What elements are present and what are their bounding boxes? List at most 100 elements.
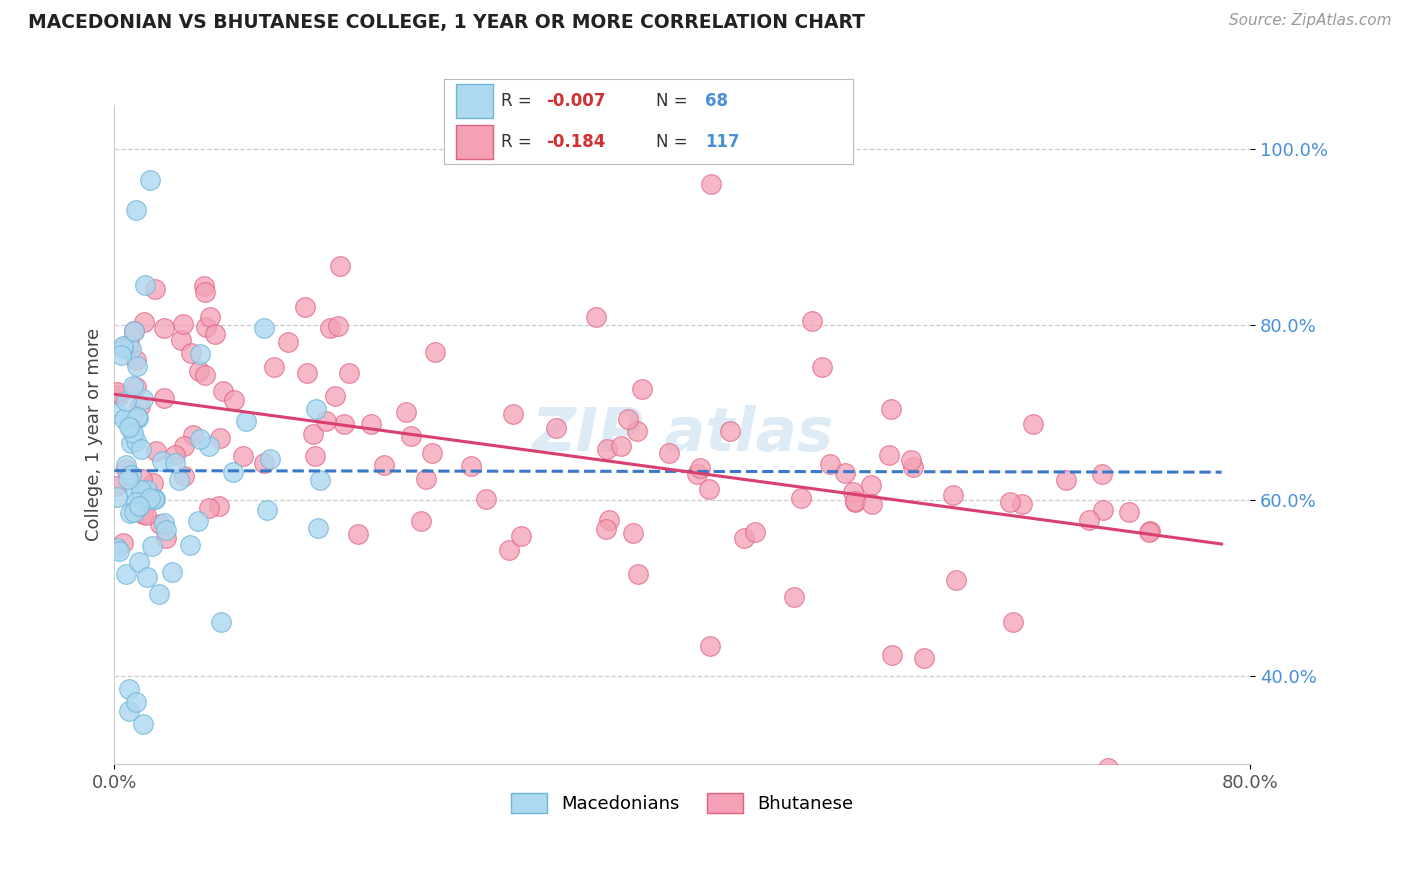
- Legend: Macedonians, Bhutanese: Macedonians, Bhutanese: [503, 785, 860, 821]
- Point: [880, 402, 903, 417]
- Point: [120, 467, 142, 482]
- Point: [125, 379, 148, 393]
- Point: [595, 522, 617, 536]
- Point: [1097, 761, 1119, 775]
- Point: [118, 419, 141, 434]
- Point: [115, 458, 138, 472]
- Point: [111, 342, 134, 356]
- Point: [315, 414, 337, 428]
- Point: [337, 366, 360, 380]
- Point: [181, 428, 204, 442]
- Point: [125, 695, 148, 709]
- Point: [699, 639, 721, 653]
- Point: [122, 324, 145, 338]
- Point: [699, 482, 721, 496]
- Point: [912, 651, 935, 665]
- Point: [194, 285, 217, 299]
- Point: [128, 555, 150, 569]
- Point: [800, 314, 823, 328]
- Point: [117, 472, 139, 486]
- Point: [820, 457, 842, 471]
- Point: [105, 491, 128, 505]
- Point: [309, 473, 332, 487]
- Point: [142, 475, 165, 490]
- Point: [132, 507, 155, 521]
- Point: [117, 682, 139, 697]
- Point: [212, 384, 235, 399]
- Point: [200, 310, 222, 324]
- Point: [165, 448, 187, 462]
- Point: [783, 590, 806, 604]
- Point: [136, 483, 159, 497]
- Point: [153, 391, 176, 405]
- Point: [877, 449, 900, 463]
- Point: [502, 408, 524, 422]
- Point: [323, 389, 346, 403]
- Point: [143, 282, 166, 296]
- Y-axis label: College, 1 year or more: College, 1 year or more: [86, 327, 103, 541]
- Point: [256, 502, 278, 516]
- Point: [127, 411, 149, 425]
- Point: [409, 514, 432, 528]
- Point: [326, 318, 349, 333]
- Point: [616, 411, 638, 425]
- Point: [297, 366, 319, 380]
- Point: [141, 539, 163, 553]
- Point: [1011, 497, 1033, 511]
- Point: [115, 462, 138, 476]
- Point: [125, 434, 148, 449]
- Point: [111, 339, 134, 353]
- Point: [686, 467, 709, 481]
- Point: [598, 513, 620, 527]
- Point: [111, 536, 134, 550]
- Point: [259, 451, 281, 466]
- Point: [125, 495, 148, 509]
- Point: [900, 452, 922, 467]
- Point: [222, 465, 245, 479]
- Point: [1118, 505, 1140, 519]
- Point: [415, 472, 437, 486]
- Point: [167, 473, 190, 487]
- Point: [373, 458, 395, 473]
- Point: [131, 472, 153, 486]
- Point: [585, 310, 607, 325]
- Point: [129, 442, 152, 456]
- Point: [834, 466, 856, 480]
- Point: [125, 203, 148, 218]
- Point: [132, 717, 155, 731]
- Point: [125, 359, 148, 373]
- Point: [173, 469, 195, 483]
- Point: [117, 704, 139, 718]
- Point: [319, 320, 342, 334]
- Point: [1139, 524, 1161, 538]
- Point: [170, 333, 193, 347]
- Point: [460, 459, 482, 474]
- Point: [1002, 615, 1025, 629]
- Point: [901, 460, 924, 475]
- Point: [134, 278, 156, 293]
- Point: [253, 321, 276, 335]
- Point: [165, 456, 187, 470]
- Point: [187, 515, 209, 529]
- Point: [844, 494, 866, 508]
- Point: [689, 460, 711, 475]
- Point: [232, 449, 254, 463]
- Point: [596, 442, 619, 456]
- Point: [127, 410, 149, 425]
- Point: [253, 456, 276, 470]
- Text: ZIP atlas: ZIP atlas: [531, 405, 834, 464]
- Point: [346, 527, 368, 541]
- Point: [118, 337, 141, 351]
- Point: [998, 494, 1021, 508]
- Point: [131, 392, 153, 407]
- Point: [860, 478, 883, 492]
- Point: [305, 401, 328, 416]
- Point: [153, 321, 176, 335]
- Point: [744, 524, 766, 539]
- Point: [122, 378, 145, 392]
- Point: [627, 567, 650, 582]
- Point: [128, 499, 150, 513]
- Point: [188, 347, 211, 361]
- Point: [115, 394, 138, 409]
- Point: [194, 368, 217, 383]
